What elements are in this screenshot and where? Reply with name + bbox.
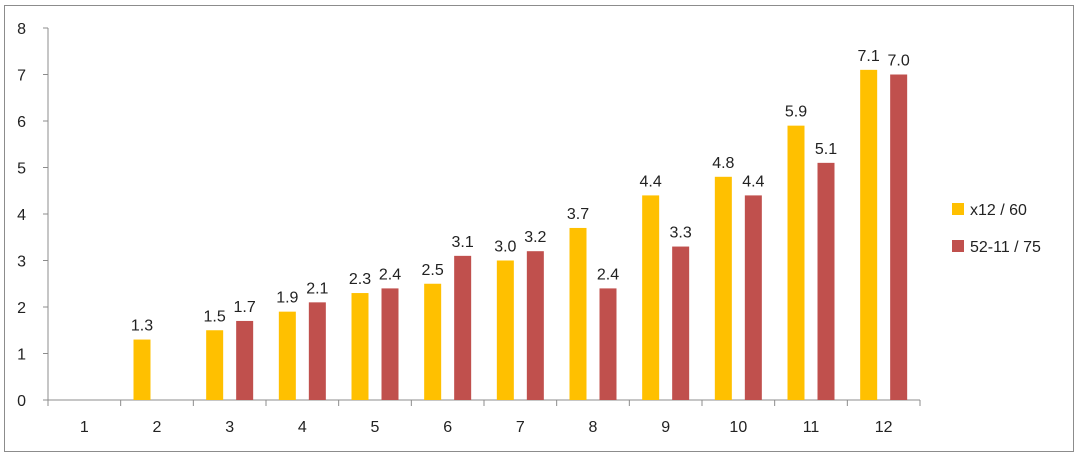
data-label: 4.4 (640, 173, 662, 190)
bar-series-1 (278, 311, 296, 400)
y-tick-label: 4 (17, 207, 26, 224)
x-tick-label: 10 (729, 419, 747, 436)
x-tick-label: 2 (153, 419, 162, 436)
legend-label: 52-11 / 75 (970, 239, 1041, 256)
y-tick-label: 8 (17, 21, 26, 38)
bar-series-2 (744, 195, 762, 400)
data-label: 5.9 (785, 104, 807, 121)
y-tick-label: 5 (17, 161, 26, 178)
y-axis-ticks: 0 1 2 3 4 5 6 7 8 (17, 21, 48, 410)
data-label: 3.3 (670, 225, 692, 242)
data-label: 1.3 (131, 318, 153, 335)
bar-series-1 (642, 195, 660, 400)
bar-series-2 (672, 246, 690, 400)
bar-series-2 (236, 320, 254, 400)
y-tick-label: 0 (17, 393, 26, 410)
bar-series-1 (787, 125, 805, 401)
data-label: 4.8 (712, 155, 734, 172)
data-label: 1.9 (276, 290, 298, 307)
legend-label: x12 / 60 (970, 202, 1027, 219)
x-tick-label: 6 (443, 419, 452, 436)
bar-series-1 (206, 330, 224, 400)
bar-series-1 (133, 339, 151, 400)
x-axis-ticks: 1 2 3 4 5 6 7 8 9 10 11 12 (47, 400, 921, 436)
data-label: 2.5 (422, 262, 444, 279)
legend-swatch (952, 203, 964, 215)
data-label: 7.0 (888, 53, 910, 70)
y-tick-label: 6 (17, 114, 26, 131)
x-tick-label: 4 (298, 419, 307, 436)
bar-series-1 (424, 283, 442, 400)
data-label: 3.7 (567, 206, 589, 223)
x-tick-label: 1 (80, 419, 89, 436)
bar-series-1 (351, 293, 369, 400)
x-tick-label: 11 (803, 419, 820, 436)
chart-bars (133, 69, 908, 401)
data-label: 3.0 (494, 239, 516, 256)
bar-series-2 (526, 251, 544, 400)
y-tick-label: 1 (17, 347, 26, 364)
data-labels: 1.3 1.5 1.9 2.3 2.5 3.0 3.7 4.4 4.8 5.9 7.1 1.7 2.1 2… (131, 48, 910, 335)
bar-series-1 (569, 227, 587, 400)
data-label: 2.4 (379, 266, 401, 283)
x-tick-label: 3 (225, 419, 234, 436)
bar-series-2 (308, 302, 326, 400)
x-tick-label: 7 (516, 419, 525, 436)
chart-legend: x12 / 60 52-11 / 75 (952, 202, 1041, 256)
bar-series-1 (860, 69, 878, 400)
x-tick-label: 8 (589, 419, 598, 436)
y-tick-label: 2 (17, 300, 26, 317)
bar-series-2 (454, 255, 472, 400)
bar-series-1 (714, 176, 732, 400)
x-tick-label: 5 (371, 419, 380, 436)
data-label: 3.2 (524, 229, 546, 246)
bar-series-2 (817, 162, 835, 400)
data-label: 3.1 (452, 234, 474, 251)
y-tick-label: 3 (17, 254, 26, 271)
legend-swatch (952, 240, 964, 252)
bar-series-2 (890, 74, 908, 400)
bar-series-2 (599, 288, 617, 400)
data-label: 2.3 (349, 271, 371, 288)
x-tick-label: 9 (661, 419, 670, 436)
y-tick-label: 7 (17, 68, 26, 85)
data-label: 7.1 (858, 48, 880, 65)
bar-series-1 (496, 260, 514, 400)
x-tick-label: 12 (875, 419, 893, 436)
data-label: 2.1 (306, 280, 328, 297)
bar-series-2 (381, 288, 399, 400)
data-label: 4.4 (742, 173, 764, 190)
data-label: 1.5 (204, 308, 226, 325)
data-label: 5.1 (815, 141, 837, 158)
data-label: 1.7 (234, 299, 256, 316)
data-label: 2.4 (597, 266, 619, 283)
